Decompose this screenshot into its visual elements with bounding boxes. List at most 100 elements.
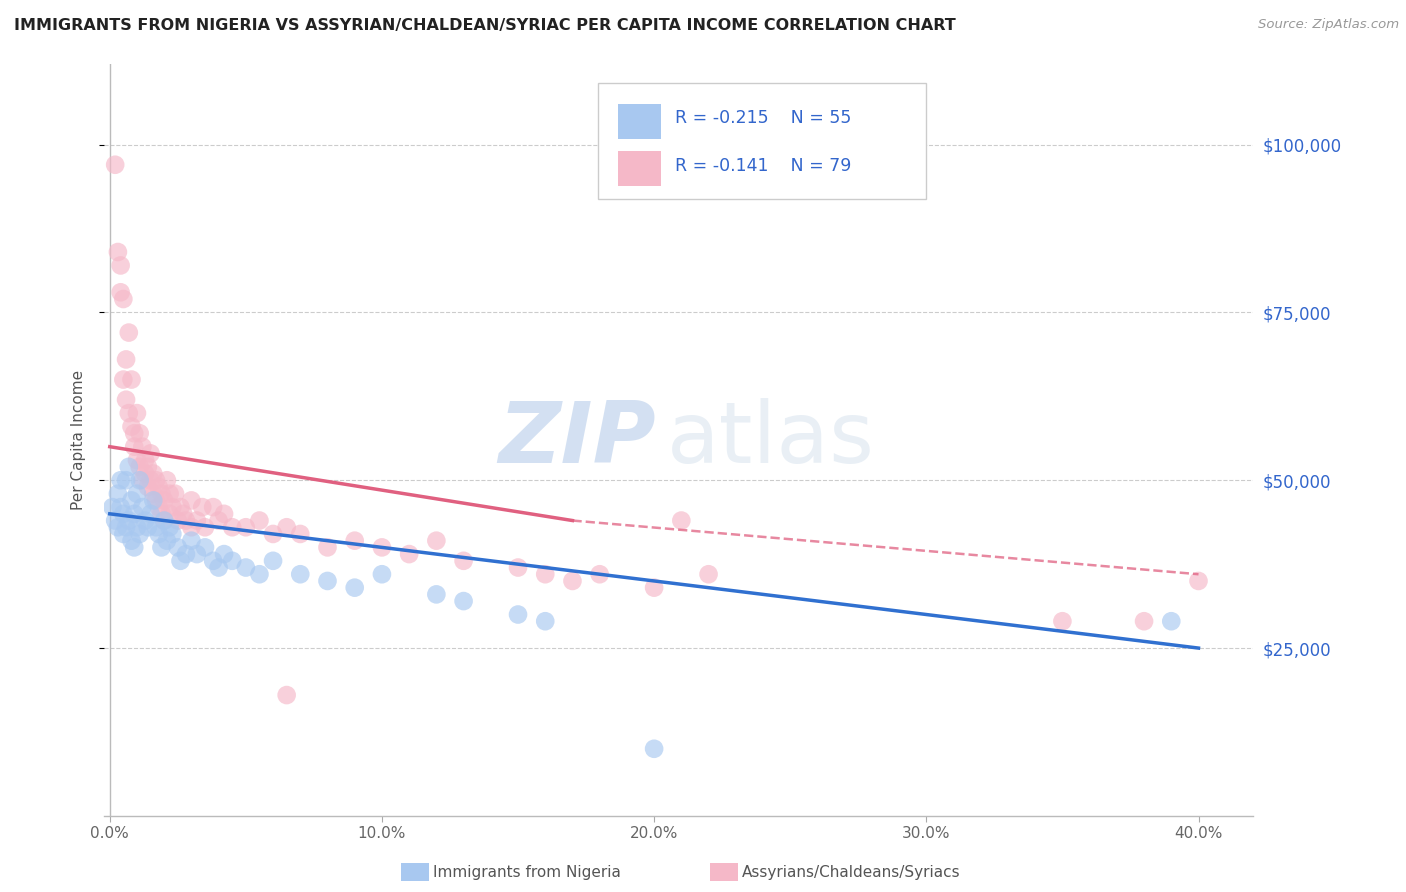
Point: [671, 514, 693, 528]
Point: [534, 614, 557, 628]
Point: [121, 373, 143, 387]
Point: [249, 567, 271, 582]
Point: [150, 486, 173, 500]
Point: [194, 520, 217, 534]
Point: [186, 514, 208, 528]
Point: [207, 560, 229, 574]
Point: [194, 541, 217, 555]
Point: [169, 554, 191, 568]
Point: [180, 520, 202, 534]
Point: [112, 527, 135, 541]
Point: [112, 373, 135, 387]
Point: [148, 527, 170, 541]
Point: [276, 688, 298, 702]
Point: [118, 514, 141, 528]
Text: Source: ZipAtlas.com: Source: ZipAtlas.com: [1258, 18, 1399, 31]
Point: [371, 541, 394, 555]
Point: [153, 514, 176, 528]
Point: [290, 567, 312, 582]
Point: [159, 486, 181, 500]
Point: [156, 533, 179, 548]
Point: [425, 533, 447, 548]
Point: [115, 392, 138, 407]
Point: [398, 547, 420, 561]
Point: [122, 507, 145, 521]
Point: [110, 285, 132, 300]
Point: [125, 520, 148, 534]
Point: [131, 500, 153, 515]
Point: [107, 245, 129, 260]
Point: [262, 554, 284, 568]
Point: [110, 500, 132, 515]
Point: [343, 581, 366, 595]
Point: [142, 467, 165, 481]
Point: [506, 560, 529, 574]
Point: [145, 520, 167, 534]
Point: [697, 567, 720, 582]
Point: [589, 567, 612, 582]
Point: [166, 514, 188, 528]
Text: Assyrians/Chaldeans/Syriacs: Assyrians/Chaldeans/Syriacs: [742, 865, 960, 880]
Point: [221, 520, 243, 534]
Point: [290, 527, 312, 541]
FancyBboxPatch shape: [617, 151, 661, 186]
Point: [316, 574, 339, 588]
Point: [262, 527, 284, 541]
Point: [139, 473, 162, 487]
Point: [212, 507, 235, 521]
Point: [122, 426, 145, 441]
Point: [131, 440, 153, 454]
Text: Immigrants from Nigeria: Immigrants from Nigeria: [433, 865, 621, 880]
Point: [115, 473, 138, 487]
Point: [136, 459, 159, 474]
Point: [125, 453, 148, 467]
Point: [115, 520, 138, 534]
Point: [172, 507, 194, 521]
Point: [534, 567, 557, 582]
Point: [107, 520, 129, 534]
Text: ZIP: ZIP: [498, 399, 655, 482]
Text: atlas: atlas: [666, 399, 875, 482]
Point: [112, 507, 135, 521]
Point: [1187, 574, 1209, 588]
Point: [125, 406, 148, 420]
Point: [156, 473, 179, 487]
Point: [128, 473, 150, 487]
Point: [174, 514, 197, 528]
Text: R = -0.141    N = 79: R = -0.141 N = 79: [675, 157, 852, 175]
Point: [107, 486, 129, 500]
Point: [134, 514, 156, 528]
Point: [202, 554, 225, 568]
Point: [159, 507, 181, 521]
Point: [159, 520, 181, 534]
Point: [207, 514, 229, 528]
Point: [136, 480, 159, 494]
Point: [145, 473, 167, 487]
Point: [150, 541, 173, 555]
Point: [165, 486, 187, 500]
Point: [128, 426, 150, 441]
Point: [186, 547, 208, 561]
Point: [180, 533, 202, 548]
Point: [235, 560, 257, 574]
Point: [169, 500, 191, 515]
Point: [139, 446, 162, 460]
Text: IMMIGRANTS FROM NIGERIA VS ASSYRIAN/CHALDEAN/SYRIAC PER CAPITA INCOME CORRELATIO: IMMIGRANTS FROM NIGERIA VS ASSYRIAN/CHAL…: [14, 18, 956, 33]
Point: [153, 493, 176, 508]
Point: [104, 514, 127, 528]
Point: [134, 467, 156, 481]
FancyBboxPatch shape: [617, 103, 661, 139]
Text: R = -0.215    N = 55: R = -0.215 N = 55: [675, 109, 852, 128]
Point: [202, 500, 225, 515]
Point: [131, 473, 153, 487]
Point: [139, 507, 162, 521]
Point: [142, 493, 165, 508]
Point: [643, 741, 665, 756]
FancyBboxPatch shape: [598, 83, 925, 200]
Point: [643, 581, 665, 595]
Point: [118, 406, 141, 420]
Point: [180, 493, 202, 508]
Point: [148, 480, 170, 494]
Point: [118, 326, 141, 340]
Point: [276, 520, 298, 534]
